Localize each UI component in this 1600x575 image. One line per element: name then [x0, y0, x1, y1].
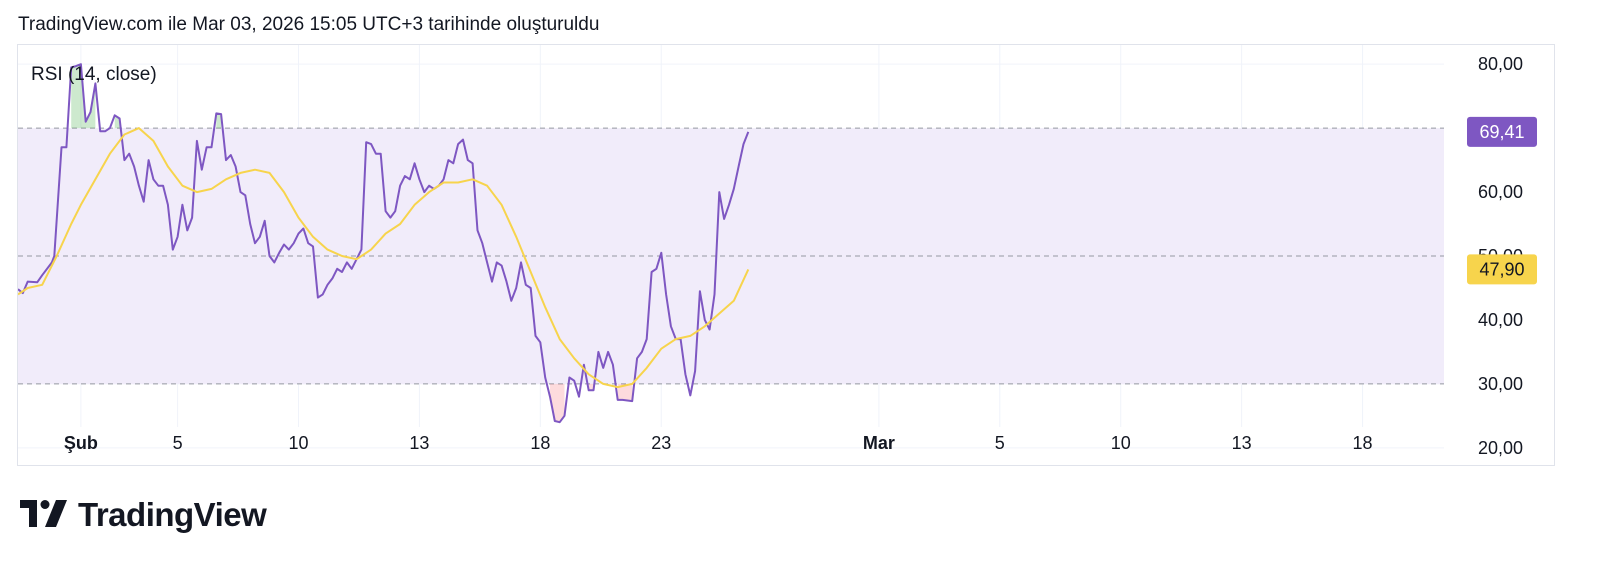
y-tick-label: 30,00: [1478, 374, 1523, 394]
last-value-badges: 47,90 69,41: [1467, 116, 1537, 285]
rsi-ma-line: [18, 127, 750, 389]
time-scale[interactable]: Şub 5 10 13 18 23 Mar 5 10 13 18: [64, 433, 1373, 453]
rsi-last-value-badge-bg: [1467, 116, 1537, 147]
y-tick-label: 60,00: [1478, 182, 1523, 202]
indicator-legend[interactable]: RSI (14, close): [31, 64, 157, 85]
x-tick-label: 13: [1232, 433, 1252, 453]
x-tick-label: 10: [289, 433, 309, 453]
brand-name: TradingView: [78, 496, 267, 533]
oversold-zone: [617, 383, 633, 402]
oversold-zone: [588, 383, 594, 391]
rsi-line: [18, 63, 750, 424]
x-tick-label: 10: [1111, 433, 1131, 453]
ma-last-value-badge-bg: [1467, 254, 1537, 285]
x-tick-label: 13: [409, 433, 429, 453]
rsi-series: [18, 63, 750, 424]
chart-created-caption: TradingView.com ile Mar 03, 2026 15:05 U…: [18, 14, 600, 35]
y-tick-label: 20,00: [1478, 438, 1523, 458]
brand-footer: TradingView: [20, 496, 267, 534]
y-tick-label: 40,00: [1478, 310, 1523, 330]
x-tick-label: 18: [530, 433, 550, 453]
rsi-last-value-badge: 69,41: [1479, 122, 1524, 142]
x-tick-label: 5: [173, 433, 183, 453]
ma-last-value-badge: 47,90: [1479, 259, 1524, 279]
x-tick-label: 18: [1353, 433, 1373, 453]
y-tick-label: 80,00: [1478, 54, 1523, 74]
overbought-zone: [216, 113, 222, 129]
tradingview-logo-icon: [20, 500, 67, 527]
x-tick-label: Mar: [863, 433, 895, 453]
x-tick-label: 23: [651, 433, 671, 453]
rsi-level-lines: [18, 127, 1444, 385]
x-tick-label: Şub: [64, 433, 98, 453]
x-tick-label: 5: [995, 433, 1005, 453]
